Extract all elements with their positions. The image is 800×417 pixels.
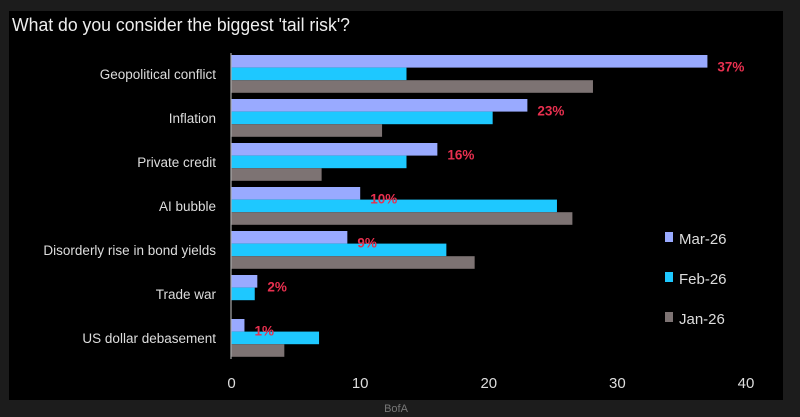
x-tick-label: 0	[227, 375, 235, 392]
bar-mar-26	[231, 143, 438, 156]
category-label: Private credit	[137, 155, 216, 170]
legend-swatch	[665, 312, 673, 322]
legend-label: Mar-26	[679, 231, 727, 248]
bar-feb-26	[231, 331, 320, 345]
x-tick-label: 40	[738, 375, 755, 392]
legend-swatch	[665, 232, 673, 242]
bar-jan-26	[231, 124, 383, 137]
bar-feb-26	[231, 243, 447, 257]
data-label: 37%	[717, 60, 744, 75]
bar-feb-26	[231, 199, 557, 213]
legend-swatch	[665, 272, 673, 282]
bar-feb-26	[231, 155, 407, 169]
x-tick-label: 20	[480, 375, 497, 392]
chart-title: What do you consider the biggest 'tail r…	[12, 15, 350, 35]
bar-mar-26	[231, 231, 348, 244]
category-label: AI bubble	[159, 199, 216, 214]
x-tick-label: 30	[609, 375, 626, 392]
bar-jan-26	[231, 80, 593, 93]
bar-mar-26	[231, 55, 708, 68]
data-label: 10%	[370, 192, 397, 207]
bar-mar-26	[231, 275, 258, 288]
data-label: 2%	[267, 280, 287, 295]
data-label: 16%	[447, 148, 474, 163]
category-label: Disorderly rise in bond yields	[43, 243, 216, 258]
data-label: 23%	[537, 104, 564, 119]
category-label: Inflation	[169, 111, 216, 126]
category-label: Trade war	[156, 287, 217, 302]
bar-feb-26	[231, 111, 493, 125]
category-label: US dollar debasement	[82, 331, 216, 346]
bar-jan-26	[231, 344, 285, 357]
data-label: 9%	[357, 236, 377, 251]
legend-label: Feb-26	[679, 271, 727, 288]
x-tick-label: 10	[352, 375, 369, 392]
bar-mar-26	[231, 319, 245, 332]
bar-jan-26	[231, 168, 322, 181]
source-label: BofA	[384, 403, 409, 415]
bar-mar-26	[231, 99, 528, 112]
bar-feb-26	[231, 287, 255, 301]
data-label: 1%	[254, 324, 274, 339]
legend-label: Jan-26	[679, 311, 725, 328]
bar-jan-26	[231, 212, 573, 225]
bar-mar-26	[231, 187, 361, 200]
bar-feb-26	[231, 67, 407, 81]
category-label: Geopolitical conflict	[100, 67, 217, 82]
bar-jan-26	[231, 256, 475, 269]
